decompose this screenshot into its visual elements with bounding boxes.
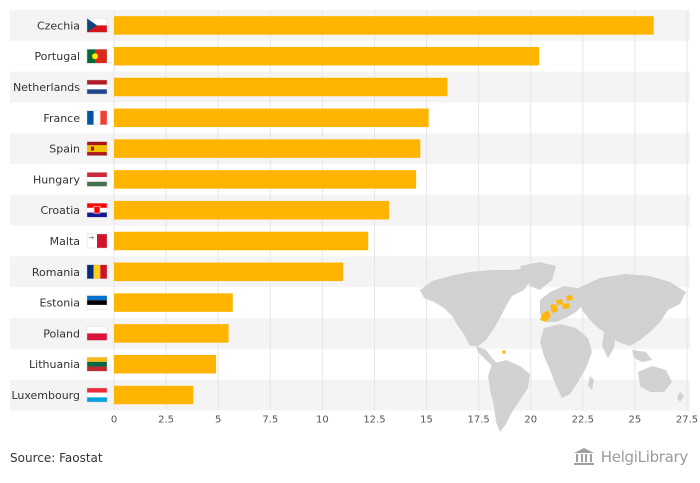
- ee-flag-icon: [86, 295, 108, 310]
- category-label: Portugal: [34, 50, 80, 63]
- world-map-icon: [420, 262, 686, 432]
- category-label: Czechia: [37, 19, 80, 32]
- bar[interactable]: [114, 262, 344, 282]
- es-flag-icon: [86, 141, 108, 156]
- x-tick-label: 17.5: [468, 414, 490, 425]
- library-building-icon: [573, 448, 594, 465]
- lu-flag-icon: [86, 387, 108, 403]
- x-tick-label: 0: [111, 414, 117, 425]
- fr-flag-icon: [86, 110, 108, 126]
- bar[interactable]: [114, 324, 229, 343]
- x-tick-label: 22.5: [572, 414, 594, 425]
- nl-flag-icon: [86, 79, 108, 95]
- cz-flag-icon: [86, 18, 108, 33]
- x-tick-label: 25: [629, 414, 642, 425]
- bar[interactable]: [114, 46, 540, 66]
- pt-flag-icon: [86, 49, 108, 64]
- helgi-library-logo[interactable]: HelgiLibrary: [572, 448, 688, 466]
- bar[interactable]: [114, 354, 217, 374]
- x-axis-ticks: 0 2.5 5 7.5 10 12.5 15 17.5 20 22.5 25 27.5: [111, 414, 698, 425]
- category-label: Croatia: [40, 204, 80, 217]
- category-label: Luxembourg: [11, 389, 80, 402]
- category-label: Estonia: [40, 297, 81, 310]
- category-label: Netherlands: [13, 81, 80, 94]
- row-stripe: [10, 379, 690, 411]
- bar[interactable]: [114, 108, 429, 128]
- bar[interactable]: [114, 77, 448, 97]
- bar[interactable]: [114, 139, 421, 158]
- x-tick-label: 20: [524, 414, 537, 425]
- x-tick-label: 5: [215, 414, 221, 425]
- mt-flag-icon: [86, 233, 108, 249]
- bar[interactable]: [114, 200, 390, 220]
- category-label: Spain: [49, 143, 80, 156]
- category-label: Malta: [50, 235, 80, 248]
- bar[interactable]: [114, 385, 194, 405]
- source-label: Source: Faostat: [10, 451, 103, 465]
- category-label: Poland: [43, 327, 80, 340]
- pl-flag-icon: [86, 326, 108, 341]
- bar[interactable]: [114, 293, 233, 312]
- x-tick-label: 12.5: [363, 414, 385, 425]
- category-label: Hungary: [33, 173, 80, 186]
- bars: [114, 16, 654, 405]
- logo-text: HelgiLibrary: [600, 448, 689, 466]
- x-tick-label: 10: [316, 414, 329, 425]
- row-stripe: [10, 256, 690, 288]
- bar[interactable]: [114, 16, 654, 35]
- x-tick-label: 15: [420, 414, 433, 425]
- ro-flag-icon: [86, 264, 108, 279]
- hu-flag-icon: [86, 172, 108, 187]
- bar[interactable]: [114, 170, 417, 189]
- category-label: Lithuania: [29, 358, 80, 371]
- bar[interactable]: [114, 231, 369, 251]
- x-tick-label: 7.5: [262, 414, 278, 425]
- category-label: Romania: [32, 266, 80, 279]
- lt-flag-icon: [86, 357, 108, 372]
- x-tick-label: 27.5: [676, 414, 698, 425]
- x-tick-label: 2.5: [158, 414, 174, 425]
- hr-flag-icon: [86, 202, 108, 218]
- category-label: France: [43, 112, 80, 125]
- flags: [86, 18, 108, 403]
- category-labels: Czechia Portugal Netherlands France Spain Hun…: [11, 19, 80, 402]
